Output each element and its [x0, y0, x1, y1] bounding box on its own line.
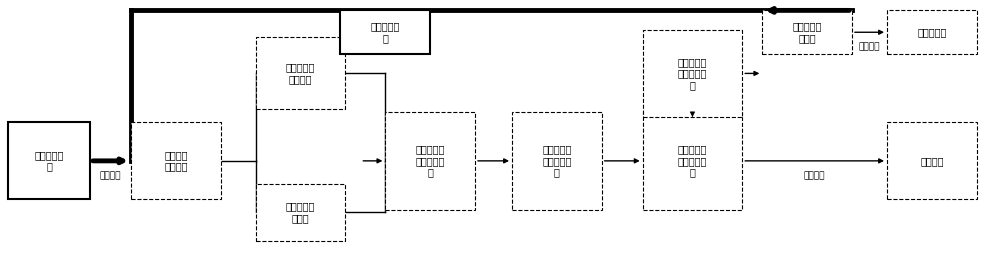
Text: 视频信号补
偿单元: 视频信号补 偿单元 — [792, 22, 822, 43]
Bar — [762, 10, 852, 54]
Text: 背光单元: 背光单元 — [920, 156, 944, 166]
Bar — [643, 30, 742, 117]
Bar — [8, 122, 90, 199]
Text: 外部存储单
元: 外部存储单 元 — [371, 22, 400, 43]
Bar — [385, 112, 475, 210]
Bar — [256, 37, 345, 109]
Bar — [512, 112, 602, 210]
Text: 场景自适应
时域滤波单
元: 场景自适应 时域滤波单 元 — [542, 144, 572, 178]
Text: 视频输入: 视频输入 — [100, 171, 121, 180]
Text: 局部亮度代
表值计算单
元: 局部亮度代 表值计算单 元 — [416, 144, 445, 178]
Bar — [131, 122, 221, 199]
Text: 局部亮度计
算单元: 局部亮度计 算单元 — [286, 202, 315, 223]
Text: 视频输出: 视频输出 — [859, 43, 880, 51]
Text: 液晶显示屏: 液晶显示屏 — [917, 27, 946, 37]
Bar — [887, 122, 977, 199]
Bar — [340, 10, 430, 54]
Bar — [643, 112, 742, 210]
Bar — [256, 184, 345, 240]
Text: 背光输出: 背光输出 — [804, 171, 825, 180]
Bar — [887, 10, 977, 54]
Text: 视频输入接
口: 视频输入接 口 — [35, 150, 64, 172]
Text: 像素亮度
计算单元: 像素亮度 计算单元 — [164, 150, 188, 172]
Text: 背光局部控
制值计算单
元: 背光局部控 制值计算单 元 — [678, 144, 707, 178]
Text: 像素级背光
亮度计算单
元: 像素级背光 亮度计算单 元 — [678, 57, 707, 90]
Text: 直方图亮度
计算单元: 直方图亮度 计算单元 — [286, 63, 315, 84]
